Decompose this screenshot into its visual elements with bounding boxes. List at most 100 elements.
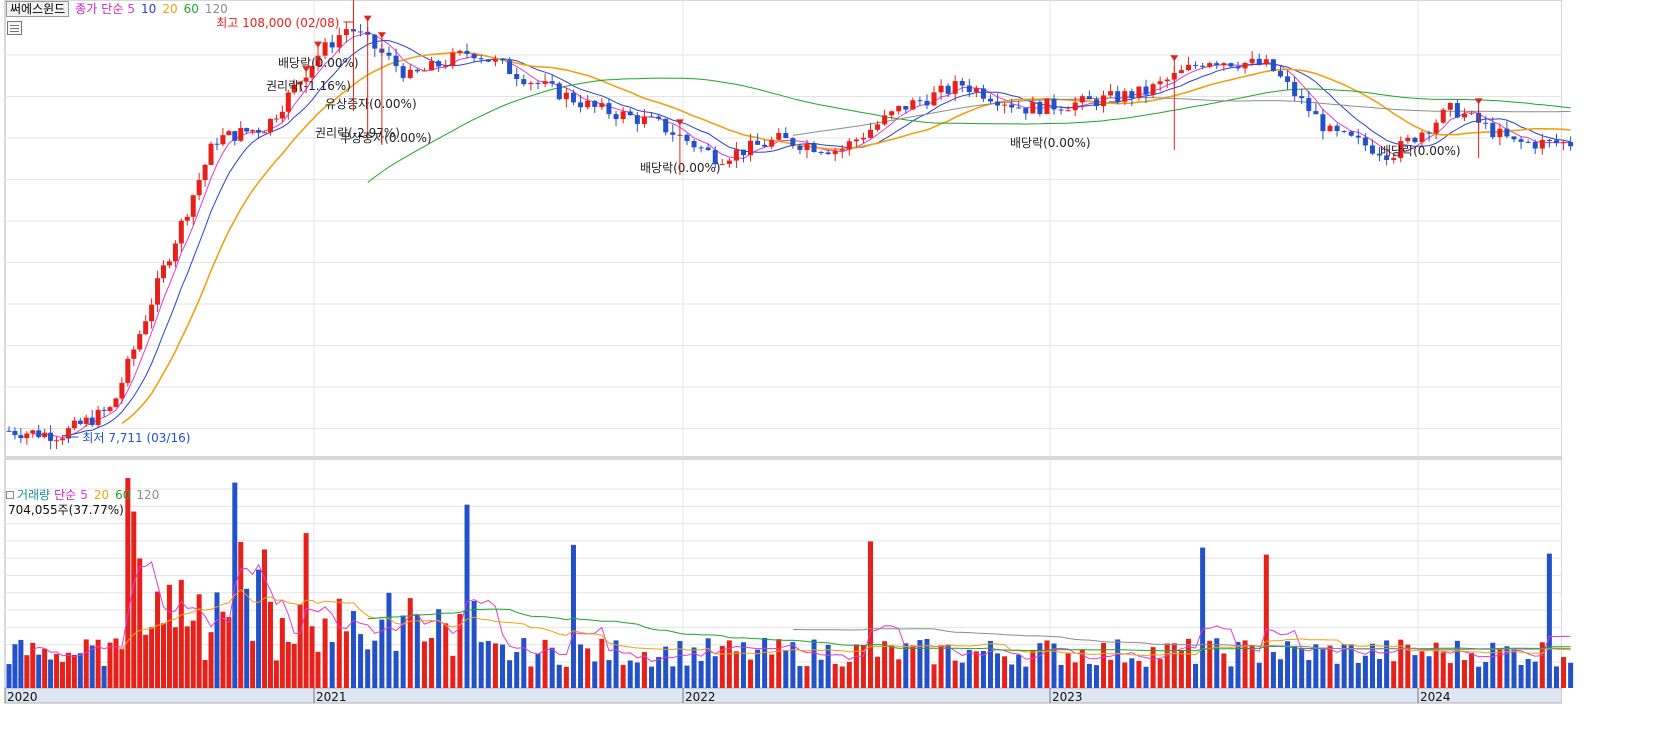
candle-body (478, 58, 484, 60)
volume-bar (184, 626, 190, 688)
candle-body (521, 79, 527, 85)
volume-bar (1355, 662, 1361, 688)
stock-name-label[interactable]: 써에스윈드 (6, 1, 70, 17)
candle-body (1546, 139, 1552, 141)
candle-body (733, 149, 739, 161)
candle-body (705, 147, 711, 151)
volume-bar (1065, 653, 1071, 688)
volume-bar (656, 657, 662, 688)
table-icon[interactable] (7, 21, 22, 35)
high-label: 최고 108,000 (02/08) (216, 16, 339, 30)
volume-bar (980, 650, 986, 688)
volume-bar (1009, 664, 1015, 688)
candle-body (1461, 113, 1467, 118)
volume-bar (1016, 654, 1022, 688)
candle-body (762, 144, 768, 147)
volume-bar (343, 631, 349, 688)
candle-body (226, 131, 232, 136)
candle-body (1518, 139, 1524, 142)
candle-body (220, 135, 226, 145)
candle-body (436, 61, 442, 67)
candle-body (59, 438, 65, 441)
candle-body (1277, 70, 1283, 77)
volume-bar (896, 659, 902, 688)
candle-body (1150, 84, 1156, 95)
candle-body (232, 131, 238, 141)
x-tick-label: 2023 (1052, 690, 1083, 704)
volume-bar (232, 482, 238, 688)
candle-body (178, 220, 184, 244)
candle-body (6, 430, 12, 432)
candle-body (492, 59, 498, 62)
volume-bar (267, 601, 273, 688)
volume-bar (59, 661, 65, 688)
candle-body (691, 141, 697, 148)
volume-bar (853, 644, 859, 688)
volume-bar (726, 640, 732, 688)
candle-body (1009, 104, 1015, 108)
candle-body (400, 66, 406, 78)
volume-bar (1447, 663, 1453, 688)
candle-body (1369, 145, 1375, 154)
candle-body (853, 139, 859, 142)
volume-bar (1108, 659, 1114, 688)
candle-body (549, 81, 555, 84)
volume-label: 거래량 (17, 488, 51, 502)
volume-bar (832, 663, 838, 688)
candle-body (931, 92, 937, 106)
candle-body (535, 82, 541, 84)
volume-bar (1256, 662, 1262, 688)
volume-bar (1185, 638, 1191, 688)
event-label: 유상증자(0.00%) (325, 97, 417, 111)
volume-bar (131, 511, 137, 688)
candle-body (1051, 98, 1057, 110)
candle-body (818, 151, 824, 153)
candle-body (1023, 107, 1029, 114)
volume-bar (83, 639, 89, 688)
candle-body (386, 52, 392, 56)
volume-bar (1228, 666, 1234, 688)
candle-body (882, 115, 888, 125)
volume-toggle-icon[interactable] (6, 491, 14, 499)
volume-bar (1426, 656, 1432, 688)
volume-bar (1518, 664, 1524, 688)
candle-body (250, 130, 256, 132)
candle-body (1292, 81, 1298, 97)
volume-bar (1553, 666, 1559, 688)
volume-ma5-line (32, 561, 1571, 662)
candle-body (663, 118, 669, 133)
candle-body (1086, 96, 1092, 100)
volume-bar (712, 656, 718, 688)
volume-bar (464, 504, 470, 688)
candle-body (1504, 128, 1510, 137)
legend-ma10: 10 (141, 2, 157, 16)
volume-bar (1504, 646, 1510, 688)
ma5-line (32, 31, 1571, 439)
volume-bar (443, 623, 449, 688)
volume-bar (585, 648, 591, 688)
ma60-line (367, 77, 1571, 183)
volume-bar (137, 558, 143, 688)
candle-body (889, 111, 895, 116)
volume-bar (1115, 639, 1121, 688)
candle-body (1228, 63, 1234, 67)
volume-bar (500, 644, 505, 688)
volume-bar (1285, 641, 1291, 688)
candle-body (1079, 96, 1085, 103)
x-axis-band (4, 687, 1563, 704)
volume-bar (77, 653, 83, 688)
candle-body (938, 85, 944, 93)
candle-body (30, 430, 36, 434)
volume-bar (1299, 648, 1305, 688)
candle-body (1249, 58, 1255, 63)
legend-ma60: 60 (183, 2, 199, 16)
event-arrow-head (363, 15, 372, 22)
candle-body (1299, 96, 1305, 99)
volume-bar (1454, 640, 1460, 688)
candle-body (797, 145, 803, 151)
candle-body (592, 100, 598, 107)
candle-body (119, 382, 125, 399)
volume-bar (1221, 653, 1227, 688)
